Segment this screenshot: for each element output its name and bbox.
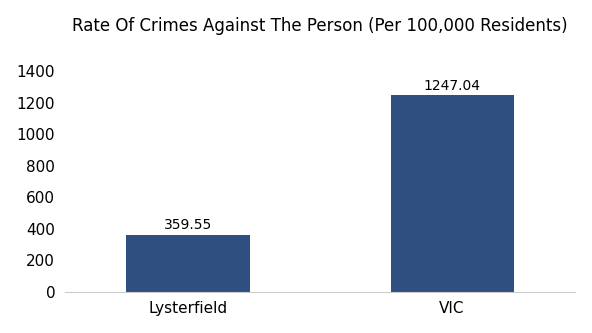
Text: 359.55: 359.55 — [164, 218, 212, 232]
Title: Rate Of Crimes Against The Person (Per 100,000 Residents): Rate Of Crimes Against The Person (Per 1… — [72, 17, 568, 35]
Bar — [391, 96, 514, 292]
Bar — [127, 235, 250, 292]
Text: 1247.04: 1247.04 — [424, 79, 481, 93]
